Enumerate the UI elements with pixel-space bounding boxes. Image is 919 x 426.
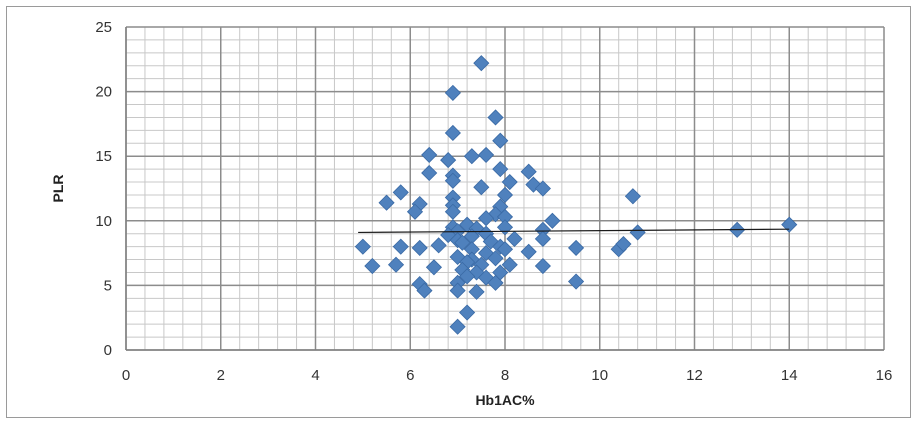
scatter-point [492,132,509,149]
x-axis-title: Hb1AC% [475,392,535,408]
scatter-point [411,239,428,256]
scatter-point [459,304,476,321]
scatter-point [463,148,480,165]
scatter-point [444,124,461,142]
scatter-point [449,318,466,335]
data-points [354,55,798,335]
scatter-point [781,216,798,233]
scatter-point [487,109,504,126]
scatter-point [487,274,504,291]
scatter-point [477,146,495,163]
scatter-point [440,152,457,169]
x-tick-label: 12 [686,367,703,384]
scatter-point [534,180,551,197]
scatter-point [421,146,438,163]
scatter-point [421,164,438,182]
x-tick-label: 8 [501,367,509,384]
scatter-point [615,235,632,253]
axes [125,27,884,351]
scatter-point [534,257,551,275]
scatter-point [473,55,490,72]
scatter-point [506,230,523,247]
scatter-point [406,203,424,220]
scatter-point [567,239,585,256]
scatter-point [387,256,405,273]
trendline-group [358,228,790,234]
x-tick-label: 4 [311,367,319,384]
scatter-point [444,172,461,189]
scatter-point [496,186,514,204]
scatter-point [496,219,514,236]
scatter-point [449,248,466,266]
x-tick-label: 2 [217,367,225,384]
y-tick-label: 0 [104,342,112,359]
y-axis-title: PLR [50,175,66,203]
scatter-point [392,238,409,255]
scatter-point [544,212,561,229]
scatter-point [624,188,641,205]
scatter-point [520,163,537,180]
scatter-point [501,173,518,191]
scatter-point [473,179,490,196]
scatter-point [449,282,466,299]
x-tick-label: 10 [591,367,608,384]
scatter-point [534,230,551,247]
scatter-point [487,250,504,267]
scatter-point [392,184,409,201]
scatter-point [416,282,433,299]
scatter-point [468,283,485,300]
scatter-point [459,268,476,285]
scatter-point [354,238,371,255]
scatter-chart: 0 2 4 6 8 10 12 14 16 0 5 10 15 20 25 Hb1AC% PLR [50,19,892,408]
y-tick-label: 5 [104,277,112,294]
trendline [358,228,790,234]
y-tick-label: 10 [95,213,112,230]
scatter-point [567,273,585,290]
x-tick-label: 14 [781,367,798,384]
x-tick-label: 6 [406,367,414,384]
tick-labels: 0 2 4 6 8 10 12 14 16 0 5 10 15 20 25 [95,19,892,384]
x-tick-label: 16 [876,367,893,384]
y-tick-label: 25 [95,19,112,36]
scatter-point [496,241,514,258]
scatter-point [444,84,461,101]
scatter-point [501,256,518,273]
chart-frame: 0 2 4 6 8 10 12 14 16 0 5 10 15 20 25 Hb1AC% PLR [6,6,911,418]
scatter-point [454,234,471,251]
scatter-point [430,237,447,254]
y-tick-label: 15 [95,148,112,165]
scatter-point [629,224,646,241]
scatter-point [378,194,395,211]
y-tick-label: 20 [95,84,112,101]
scatter-point [364,257,381,275]
scatter-point [425,259,443,276]
scatter-point [520,243,537,260]
scatter-point [492,161,509,178]
x-tick-label: 0 [122,367,130,384]
